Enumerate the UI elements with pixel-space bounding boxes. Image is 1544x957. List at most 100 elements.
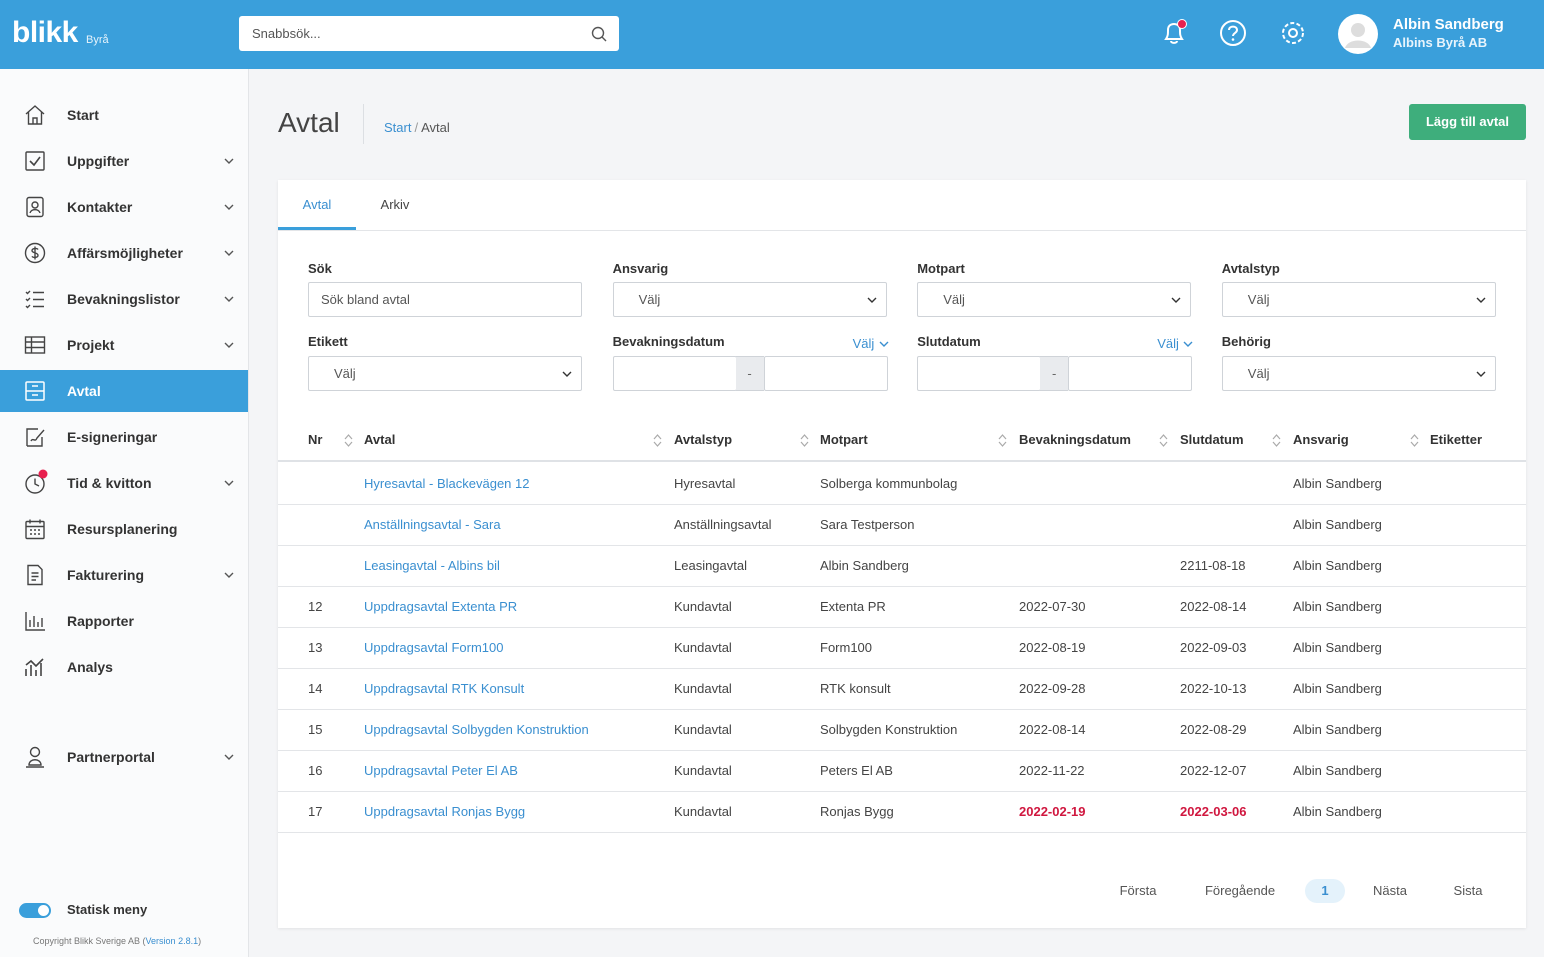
nav-item[interactable]: Fakturering: [0, 554, 248, 596]
select-input[interactable]: Välj: [917, 282, 1192, 317]
contract-link[interactable]: Uppdragsavtal Peter El AB: [364, 763, 518, 779]
column-header[interactable]: Motpart: [820, 432, 868, 447]
nav-label: Rapporter: [67, 613, 134, 629]
select-input[interactable]: Välj: [1221, 282, 1496, 317]
icon-shape: [1228, 25, 1239, 37]
select-input[interactable]: Välj: [308, 356, 582, 391]
icon-shape: [224, 158, 234, 164]
table-row: 17 Uppdragsavtal Ronjas Bygg Kundavtal Ronj…: [278, 791, 1526, 834]
table-cell: 2022-12-07: [1180, 763, 1247, 779]
input-placeholder: Välj: [943, 292, 965, 307]
nav-item[interactable]: Partnerportal: [0, 736, 248, 778]
contract-link[interactable]: Uppdragsavtal RTK Konsult: [364, 681, 525, 696]
version-link[interactable]: Version 2.8.1: [145, 936, 199, 946]
pagination-next[interactable]: Nästa: [1373, 883, 1407, 898]
table-cell: 2022-03-06: [1180, 804, 1247, 820]
menu-toggle[interactable]: [19, 903, 51, 918]
sort-icon: [1410, 434, 1419, 447]
pagination-first[interactable]: Första: [1119, 883, 1157, 898]
sort-icon: [800, 434, 809, 447]
icon-shape: [1272, 434, 1281, 447]
icon-shape: [1159, 434, 1168, 447]
column-header[interactable]: Nr: [308, 432, 323, 447]
table-cell: 2022-10-13: [1180, 681, 1247, 696]
nav-icon: [25, 105, 45, 125]
table-cell: 2022-08-19: [1019, 639, 1086, 655]
filter-range-link[interactable]: Välj: [1157, 335, 1193, 353]
date-to[interactable]: [763, 356, 888, 391]
nav-item[interactable]: Start: [0, 94, 248, 136]
icon-shape: [653, 434, 662, 447]
column-header[interactable]: Avtalstyp: [674, 432, 733, 447]
nav-item[interactable]: Tid & kvitton: [0, 462, 248, 504]
nav-icon: [25, 474, 45, 494]
pagination-previous[interactable]: Föregående: [1204, 883, 1276, 898]
nav-item[interactable]: Uppgifter: [0, 140, 248, 182]
date-to[interactable]: [1068, 356, 1193, 391]
chevron: [879, 341, 889, 347]
contract-link[interactable]: Uppdragsavtal Solbygden Konstruktion: [364, 722, 589, 738]
table-cell: 2022-09-03: [1180, 639, 1247, 655]
contract-link[interactable]: Leasingavtal - Albins bil: [364, 557, 500, 573]
date-from[interactable]: [612, 356, 737, 391]
icon-shape: [31, 201, 39, 209]
nav-item[interactable]: Analys: [0, 646, 248, 688]
nav-item[interactable]: Rapporter: [0, 600, 248, 642]
nav-item[interactable]: Affärsmöjligheter: [0, 232, 248, 274]
icon-shape: [1220, 20, 1246, 46]
icon-shape: [224, 250, 234, 256]
nav-item[interactable]: Kontakter: [0, 186, 248, 228]
table-row: Leasingavtal - Albins bil Leasingavtal Alb…: [278, 545, 1526, 587]
select-input[interactable]: Välj: [612, 282, 887, 317]
quick-search[interactable]: Snabbsök...: [239, 16, 619, 51]
icon-shape: [800, 434, 809, 447]
breadcrumb-item[interactable]: Start: [384, 120, 412, 135]
icon-shape: [26, 196, 44, 218]
logo: blikk: [12, 16, 78, 49]
nav-item[interactable]: E-signeringar: [0, 416, 248, 458]
icon-shape: [1282, 22, 1304, 44]
nav-item[interactable]: Bevakningslistor: [0, 278, 248, 320]
nav-icon: [25, 381, 45, 401]
table-cell: 16: [308, 763, 323, 779]
nav-item[interactable]: Resursplanering: [0, 508, 248, 550]
page-number[interactable]: 1: [1321, 883, 1329, 898]
nav-item[interactable]: Projekt: [0, 324, 248, 366]
filter-label: Sök: [308, 261, 332, 276]
filter-range-link[interactable]: Välj: [853, 335, 889, 353]
nav-label: Projekt: [67, 337, 115, 353]
chevron: [1171, 297, 1181, 303]
table-cell: 13: [308, 639, 323, 655]
search-input[interactable]: Sök bland avtal: [308, 282, 582, 317]
pagination-last[interactable]: Sista: [1453, 883, 1483, 898]
nav-label: Kontakter: [67, 199, 133, 215]
icon-shape: [224, 296, 234, 302]
column-header[interactable]: Slutdatum: [1180, 432, 1244, 447]
nav-label: Avtal: [67, 383, 101, 399]
add-button[interactable]: Lägg till avtal: [1409, 104, 1526, 140]
column-header[interactable]: Avtal: [364, 432, 396, 447]
contract-link[interactable]: Uppdragsavtal Extenta PR: [364, 598, 518, 614]
nav-icon: [25, 290, 44, 309]
page-title: Avtal: [278, 107, 340, 138]
column-header[interactable]: Ansvarig: [1293, 432, 1349, 447]
contract-link[interactable]: Anställningsavtal - Sara: [364, 516, 501, 532]
tab[interactable]: Avtal: [302, 197, 332, 212]
contract-link[interactable]: Hyresavtal - Blackevägen 12: [364, 475, 530, 491]
filter-label: Bevakningsdatum: [612, 334, 725, 349]
contract-link[interactable]: Uppdragsavtal Form100: [364, 639, 504, 655]
contract-link[interactable]: Uppdragsavtal Ronjas Bygg: [364, 804, 526, 820]
icon-shape: [1231, 38, 1235, 41]
tab[interactable]: Arkiv: [380, 197, 410, 212]
nav-item[interactable]: Avtal: [0, 370, 248, 412]
date-from[interactable]: [917, 356, 1042, 391]
input-placeholder: Välj: [638, 292, 661, 307]
icon-shape: [31, 246, 39, 260]
table-header-border: [278, 460, 1526, 462]
table-cell: Kundavtal: [674, 804, 732, 820]
icon-shape: [25, 474, 45, 494]
column-header[interactable]: Bevakningsdatum: [1019, 432, 1131, 447]
table-cell: Albin Sandberg: [1293, 639, 1382, 655]
select-input[interactable]: Välj: [1221, 356, 1496, 391]
table-cell: Albin Sandberg: [1293, 475, 1382, 491]
